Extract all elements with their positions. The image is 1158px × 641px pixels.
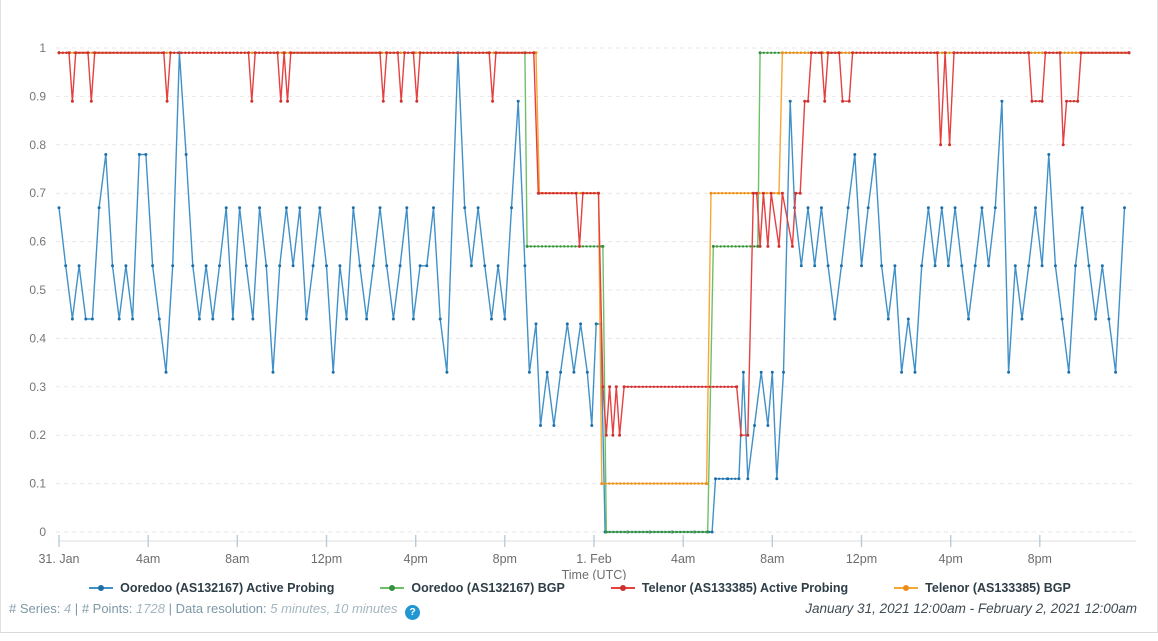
legend-item[interactable]: Telenor (AS133385) BGP [894,581,1071,595]
svg-text:4pm: 4pm [404,552,428,566]
legend-line-icon [894,583,919,593]
points-count-label: # Points: [81,601,133,616]
svg-text:0.8: 0.8 [29,138,46,152]
date-range-label: January 31, 2021 12:00am - February 2, 2… [805,601,1137,616]
svg-text:4am: 4am [671,552,695,566]
resolution-label: Data resolution: [175,601,267,616]
svg-text:8pm: 8pm [493,552,517,566]
separator: | [74,601,79,616]
svg-text:0.1: 0.1 [29,477,46,491]
svg-text:12pm: 12pm [846,552,877,566]
chart-legend: Ooredoo (AS132167) Active Probing Ooredoo… [1,581,1158,595]
svg-text:0.9: 0.9 [29,89,46,103]
svg-text:0: 0 [39,525,46,539]
help-icon[interactable]: ? [405,605,421,620]
legend-item[interactable]: Telenor (AS133385) Active Probing [610,581,849,595]
svg-text:0.2: 0.2 [29,428,46,442]
legend-line-icon [610,583,635,593]
series-count-value: 4 [63,601,72,616]
svg-text:8am: 8am [225,552,249,566]
legend-label: Ooredoo (AS132167) BGP [411,581,565,595]
legend-item[interactable]: Ooredoo (AS132167) BGP [380,581,565,595]
svg-text:4pm: 4pm [939,552,963,566]
svg-text:0.6: 0.6 [29,235,46,249]
series-stats: # Series: 4 | # Points: 1728 | Data reso… [9,601,421,620]
svg-text:0.7: 0.7 [29,186,46,200]
svg-text:1: 1 [39,41,46,55]
svg-text:31. Jan: 31. Jan [38,552,79,566]
points-count-value: 1728 [136,601,165,616]
svg-text:12pm: 12pm [311,552,342,566]
svg-text:8am: 8am [760,552,784,566]
svg-text:0.3: 0.3 [29,380,46,394]
chart-footer: # Series: 4 | # Points: 1728 | Data reso… [1,601,1158,620]
svg-text:0.5: 0.5 [29,283,46,297]
svg-text:8pm: 8pm [1028,552,1052,566]
legend-label: Telenor (AS133385) BGP [925,581,1071,595]
series-count-label: # Series: [9,601,61,616]
legend-line-icon [89,583,114,593]
legend-item[interactable]: Ooredoo (AS132167) Active Probing [89,581,334,595]
svg-text:Time (UTC): Time (UTC) [562,568,627,580]
chart-canvas[interactable]: 1 0.9 0.8 0.7 0.6 0.5 0.4 0.3 0.2 0.1 0 31. Jan 4am 8… [1,0,1158,580]
resolution-value: 5 minutes, 10 minutes [270,601,398,616]
legend-line-icon [380,583,405,593]
legend-label: Ooredoo (AS132167) Active Probing [120,581,335,595]
svg-text:0.4: 0.4 [29,331,46,345]
svg-text:4am: 4am [136,552,160,566]
separator: | [168,601,172,616]
legend-label: Telenor (AS133385) Active Probing [641,581,849,595]
svg-text:1. Feb: 1. Feb [576,552,611,566]
